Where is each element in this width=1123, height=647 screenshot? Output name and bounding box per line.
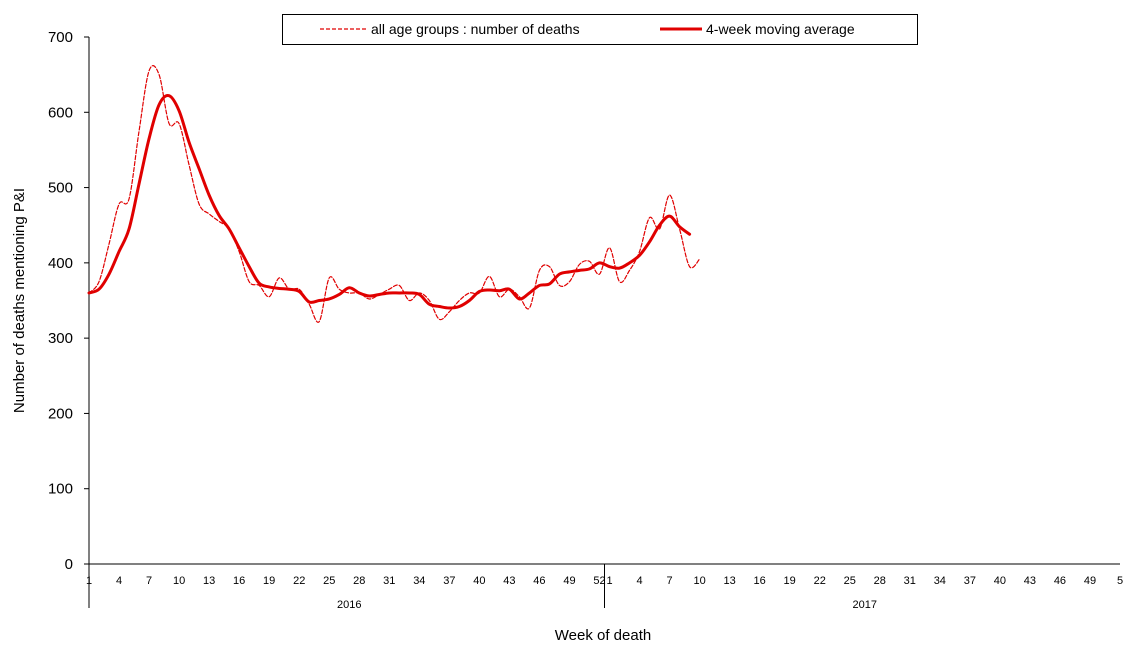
x-tick-label: 25 — [844, 575, 856, 587]
x-tick-label: 13 — [723, 575, 735, 587]
series-line-moving-average — [87, 94, 692, 310]
x-tick-label: 16 — [233, 575, 245, 587]
y-axis-label: Number of deaths mentioning P&I — [11, 188, 28, 413]
y-tick-label: 600 — [48, 104, 73, 121]
x-tick-label: 37 — [964, 575, 976, 587]
x-tick-label: 4 — [636, 575, 642, 587]
legend-box — [282, 14, 918, 45]
x-tick-label: 19 — [263, 575, 275, 587]
x-tick-label: 34 — [413, 575, 425, 587]
x-group-label: 2016 — [337, 599, 361, 611]
y-tick-label: 0 — [65, 556, 73, 573]
x-axis-ticks: 1 4 7 10 13 16 19 22 25 28 31 34 37 40 43 46 49 52 1 4 7 10 13… — [86, 575, 1123, 587]
x-tick-label: 52 — [593, 575, 605, 587]
y-tick-label: 700 — [48, 29, 73, 46]
x-tick-label: 49 — [1084, 575, 1096, 587]
x-tick-label: 10 — [173, 575, 185, 587]
x-tick-label: 40 — [994, 575, 1006, 587]
y-tick-label: 400 — [48, 255, 73, 272]
legend-label-moving-average: 4-week moving average — [706, 21, 855, 37]
legend-label-deaths: all age groups : number of deaths — [371, 21, 580, 37]
x-tick-label: 28 — [353, 575, 365, 587]
x-tick-label: 13 — [203, 575, 215, 587]
x-tick-label: 1 — [606, 575, 612, 587]
x-tick-label: 31 — [383, 575, 395, 587]
y-tick-label: 200 — [48, 405, 73, 422]
x-tick-label: 22 — [814, 575, 826, 587]
x-tick-label: 28 — [874, 575, 886, 587]
x-tick-label: 40 — [473, 575, 485, 587]
axes — [88, 37, 1120, 608]
x-tick-label: 7 — [146, 575, 152, 587]
x-tick-label: 5 — [1117, 575, 1123, 587]
y-tick-label: 100 — [48, 481, 73, 498]
x-tick-label: 46 — [1054, 575, 1066, 587]
x-tick-label: 19 — [784, 575, 796, 587]
x-tick-label: 43 — [1024, 575, 1036, 587]
x-tick-label: 4 — [116, 575, 122, 587]
series-line-deaths — [88, 65, 701, 323]
x-tick-label: 43 — [503, 575, 515, 587]
x-tick-label: 16 — [754, 575, 766, 587]
x-tick-label: 10 — [693, 575, 705, 587]
y-tick-label: 500 — [48, 180, 73, 197]
x-tick-label: 31 — [904, 575, 916, 587]
x-axis-groups: 2016 2017 — [337, 564, 877, 611]
x-group-label: 2017 — [853, 599, 877, 611]
x-tick-label: 25 — [323, 575, 335, 587]
x-tick-label: 34 — [934, 575, 946, 587]
y-tick-label: 300 — [48, 330, 73, 347]
x-tick-label: 37 — [443, 575, 455, 587]
legend: all age groups : number of deaths 4-week… — [282, 14, 918, 45]
x-tick-label: 46 — [533, 575, 545, 587]
x-axis-label: Week of death — [555, 627, 651, 644]
x-tick-label: 1 — [86, 575, 92, 587]
x-tick-label: 22 — [293, 575, 305, 587]
x-tick-label: 7 — [667, 575, 673, 587]
series-lines — [87, 65, 701, 323]
x-tick-label: 49 — [563, 575, 575, 587]
y-axis-ticks: 0 100 200 300 400 500 600 700 — [48, 29, 89, 573]
